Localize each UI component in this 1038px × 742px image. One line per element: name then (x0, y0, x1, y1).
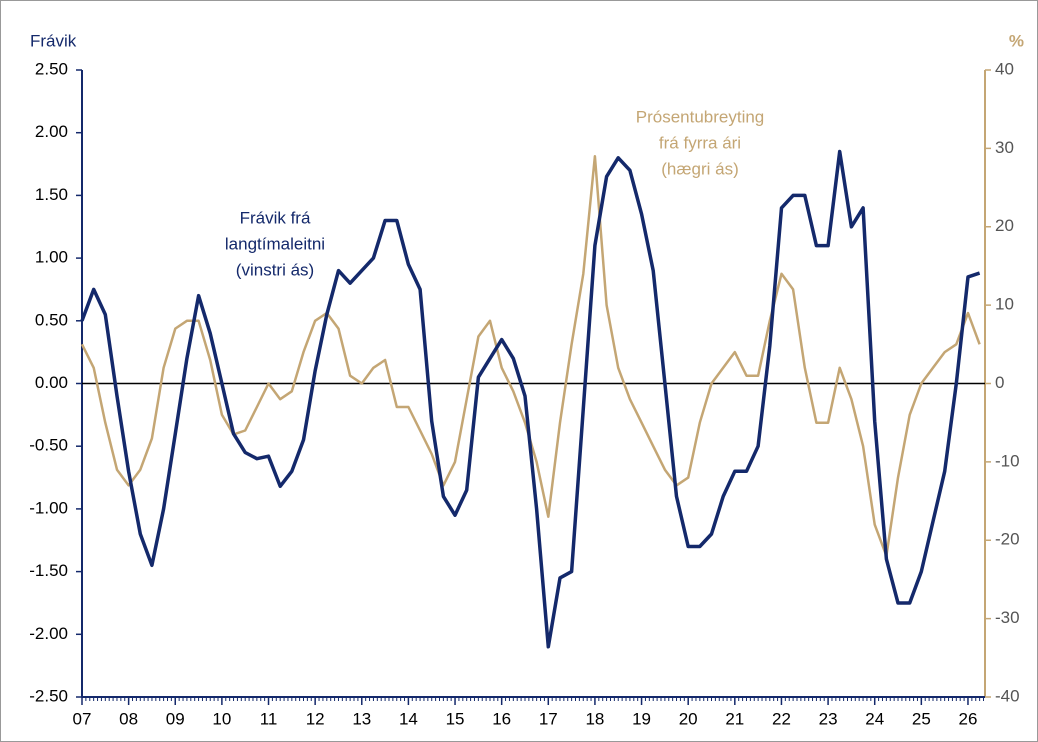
x-tick-label: 17 (539, 709, 558, 728)
y-tick-label: 0.00 (35, 373, 68, 392)
x-tick-label: 26 (959, 709, 978, 728)
y-tick-label: 1.00 (35, 248, 68, 267)
y-tick-label: -2.00 (29, 624, 68, 643)
y2-tick-label: 0 (995, 373, 1004, 392)
x-tick-label: 07 (73, 709, 92, 728)
y-tick-label: 0.50 (35, 310, 68, 329)
y-tick-label: -0.50 (29, 436, 68, 455)
x-tick-label: 09 (166, 709, 185, 728)
x-tick-label: 14 (399, 709, 418, 728)
y2-tick-label: 10 (995, 295, 1014, 314)
x-tick-label: 22 (772, 709, 791, 728)
x-tick-label: 16 (492, 709, 511, 728)
annotation: (hægri ás) (661, 159, 738, 178)
annotation: frá fyrra ári (659, 133, 741, 152)
y-tick-label: 2.00 (35, 122, 68, 141)
series-line (80, 149, 981, 649)
x-tick-label: 12 (306, 709, 325, 728)
y-tick-label: -1.50 (29, 561, 68, 580)
y2-tick-label: -10 (995, 451, 1020, 470)
x-tick-label: 13 (352, 709, 371, 728)
x-tick-label: 19 (632, 709, 651, 728)
annotation: Prósentubreyting (636, 107, 765, 126)
y2-tick-label: -40 (995, 686, 1020, 705)
y2-axis-title: % (1009, 31, 1024, 50)
x-tick-label: 18 (585, 709, 604, 728)
annotation: (vinstri ás) (236, 260, 314, 279)
x-tick-label: 21 (725, 709, 744, 728)
x-tick-label: 24 (865, 709, 884, 728)
y2-tick-label: -20 (995, 530, 1020, 549)
y2-tick-label: 20 (995, 216, 1014, 235)
x-tick-label: 23 (819, 709, 838, 728)
x-tick-label: 08 (119, 709, 138, 728)
y2-tick-label: -30 (995, 608, 1020, 627)
y-tick-label: -2.50 (29, 686, 68, 705)
x-tick-label: 11 (260, 709, 278, 728)
x-tick-label: 25 (912, 709, 931, 728)
y-tick-label: 2.50 (35, 59, 68, 78)
annotation: langtímaleitni (225, 234, 325, 253)
y-tick-label: 1.50 (35, 185, 68, 204)
annotation: Frávik frá (240, 208, 311, 227)
x-tick-label: 10 (212, 709, 231, 728)
y-tick-label: -1.00 (29, 498, 68, 517)
y2-tick-label: 40 (995, 59, 1014, 78)
x-tick-label: 20 (679, 709, 698, 728)
y-axis-title: Frávik (30, 31, 77, 50)
x-tick-label: 15 (446, 709, 465, 728)
y2-tick-label: 30 (995, 138, 1014, 157)
